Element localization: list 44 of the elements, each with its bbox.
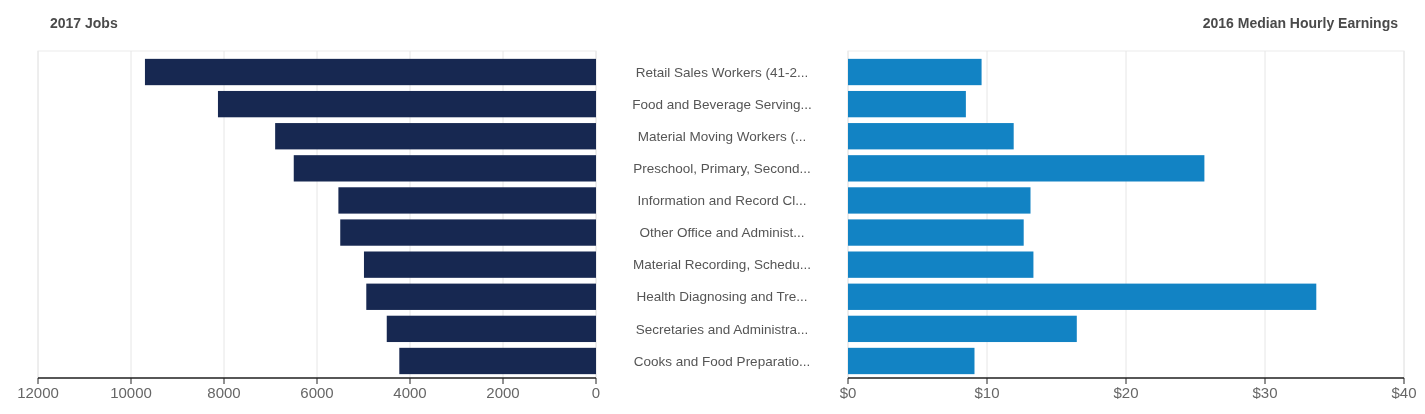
- y-tick-label: Secretaries and Administra...: [635, 321, 809, 337]
- bar: [217, 90, 596, 118]
- x-tick-label: $20: [1113, 384, 1139, 401]
- chart-title: 2017 Jobs: [50, 15, 118, 31]
- y-tick-label: Cooks and Food Preparatio...: [633, 353, 811, 369]
- y-tick-label: Information and Record Cl...: [637, 193, 807, 209]
- bar: [386, 315, 596, 343]
- y-tick-label: Material Moving Workers (...: [637, 128, 807, 144]
- x-tick-label: 0: [591, 384, 601, 401]
- bar: [848, 123, 1014, 150]
- x-tick-label: 4000: [393, 384, 427, 401]
- y-tick-label: Health Diagnosing and Tre...: [636, 289, 808, 305]
- y-tick-label: Preschool, Primary, Second...: [633, 161, 811, 177]
- bar: [275, 123, 596, 150]
- y-tick-label: Retail Sales Workers (41-2...: [635, 64, 809, 80]
- x-tick-label: $0: [839, 384, 857, 401]
- y-tick-label: Food and Beverage Serving...: [632, 96, 812, 112]
- bar: [363, 251, 596, 278]
- bar: [848, 283, 1317, 310]
- bar: [848, 251, 1034, 278]
- bar: [848, 219, 1024, 246]
- x-tick-label: 10000: [110, 384, 152, 401]
- bar: [848, 155, 1205, 182]
- y-tick-label: Other Office and Administ...: [639, 225, 805, 241]
- bar: [848, 347, 975, 375]
- x-tick-label: $30: [1252, 384, 1278, 401]
- bar: [144, 58, 596, 86]
- x-tick-label: 12000: [17, 384, 59, 401]
- bar: [399, 347, 596, 375]
- y-tick-label: Material Recording, Schedu...: [633, 257, 811, 273]
- chart-title: 2016 Median Hourly Earnings: [1202, 15, 1399, 31]
- x-tick-label: $10: [974, 384, 1000, 401]
- x-tick-label: 2000: [486, 384, 520, 401]
- bar: [340, 219, 596, 246]
- bar: [366, 283, 596, 310]
- x-tick-label: 8000: [207, 384, 241, 401]
- bar: [848, 90, 966, 118]
- bar: [848, 315, 1077, 343]
- bar: [338, 187, 596, 214]
- bar: [848, 187, 1031, 214]
- x-tick-label: 6000: [300, 384, 334, 401]
- x-tick-label: $40: [1391, 384, 1417, 401]
- bar: [293, 155, 596, 182]
- bar: [848, 58, 982, 86]
